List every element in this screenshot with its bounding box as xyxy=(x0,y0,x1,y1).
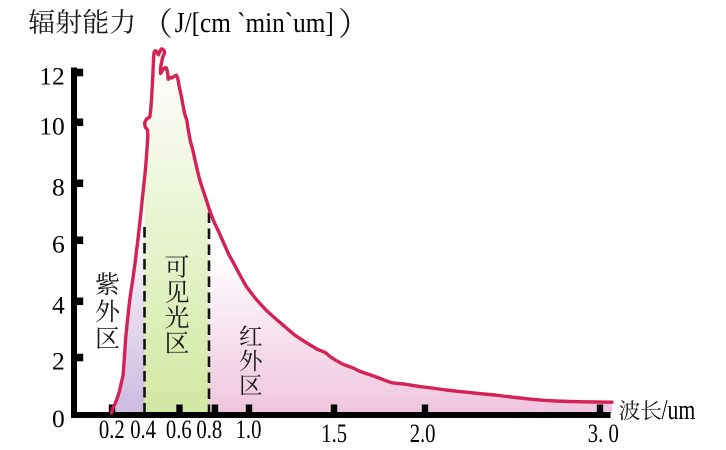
svg-text:8: 8 xyxy=(52,172,65,201)
svg-text:2: 2 xyxy=(52,347,65,376)
svg-text:J/[cm `min`um]: J/[cm `min`um] xyxy=(175,6,334,38)
svg-text:/um: /um xyxy=(662,393,696,426)
svg-text:4: 4 xyxy=(52,290,65,319)
svg-text:2.0: 2.0 xyxy=(410,420,436,449)
svg-text:10: 10 xyxy=(39,111,65,140)
svg-text:3. 0: 3. 0 xyxy=(588,420,619,449)
svg-text:0.4: 0.4 xyxy=(130,416,156,445)
svg-text:0.6: 0.6 xyxy=(166,416,192,445)
svg-text:0.8: 0.8 xyxy=(196,416,222,445)
svg-text:0: 0 xyxy=(52,404,65,433)
svg-text:12: 12 xyxy=(39,62,65,91)
svg-text:1.0: 1.0 xyxy=(236,416,262,445)
svg-text:1.5: 1.5 xyxy=(321,420,347,449)
svg-text:6: 6 xyxy=(52,229,65,258)
svg-text:0.2: 0.2 xyxy=(99,416,125,445)
